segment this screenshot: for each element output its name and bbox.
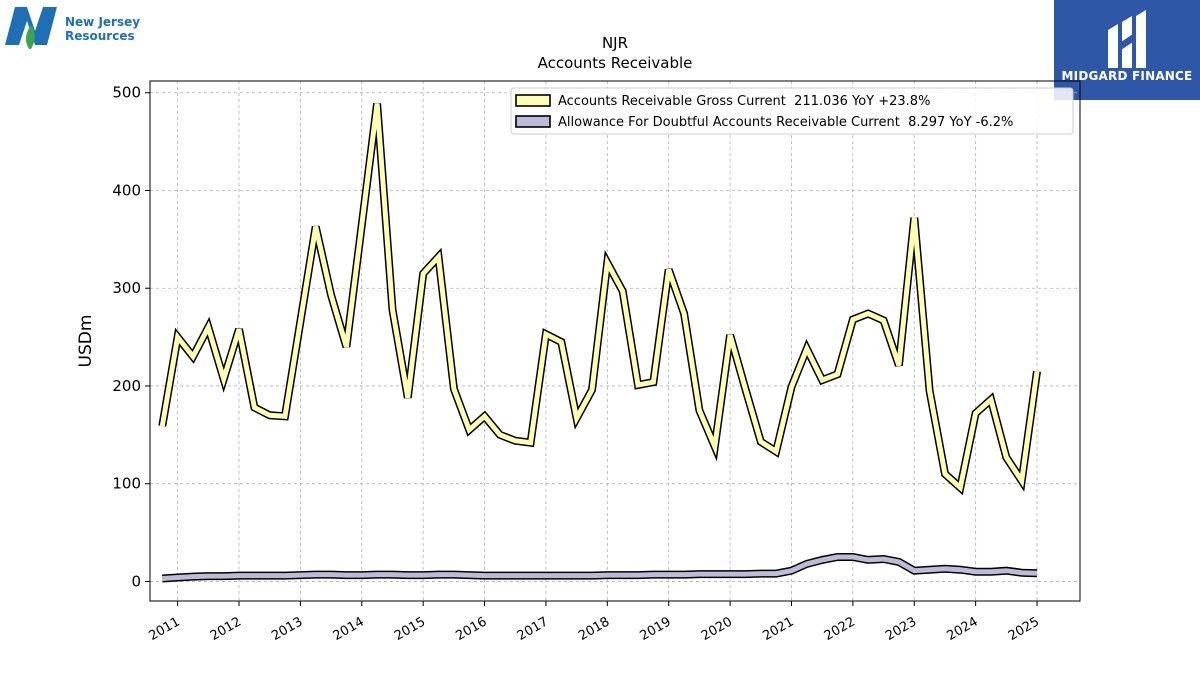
chart-subtitle: Accounts Receivable (538, 54, 693, 72)
y-tick-label: 0 (131, 572, 141, 590)
x-tick-label: 2011 (146, 614, 182, 644)
x-tick-label: 2017 (515, 614, 551, 644)
x-tick-label: 2018 (576, 614, 612, 644)
midgard-finance-logo: MIDGARD FINANCE (1054, 0, 1200, 100)
x-tick-label: 2024 (944, 614, 980, 644)
legend-swatch-gross (515, 94, 551, 107)
njr-logo-icon (5, 7, 57, 49)
y-tick-label: 300 (112, 279, 141, 297)
legend-box (510, 87, 1074, 135)
njr-logo: New Jersey Resources (5, 5, 145, 51)
y-tick-label: 400 (112, 181, 141, 199)
y-tick-label: 100 (112, 475, 141, 493)
y-tick-label: 500 (112, 84, 141, 102)
legend: Accounts Receivable Gross Current 211.03… (510, 87, 1074, 135)
x-tick-label: 2013 (269, 614, 305, 644)
midgard-logo-text: MIDGARD FINANCE (1061, 69, 1193, 83)
x-tick-label: 2021 (760, 614, 796, 644)
series-line-gross (159, 103, 1040, 493)
x-tick-label: 2022 (822, 614, 858, 644)
y-tick-label: 200 (112, 377, 141, 395)
series-line-allowance (162, 554, 1038, 581)
legend-swatch-allowance (515, 115, 551, 128)
x-tick-label: 2016 (453, 614, 489, 644)
legend-label-allowance: Allowance For Doubtful Accounts Receivab… (558, 115, 1013, 130)
njr-logo-line2: Resources (65, 29, 135, 43)
grid (150, 81, 1080, 601)
x-tick-label: 2025 (1006, 614, 1042, 644)
x-tick-label: 2020 (699, 614, 735, 644)
njr-logo-line1: New Jersey (65, 15, 141, 29)
series-group (158, 102, 1041, 583)
njr-logo-text: New Jersey Resources (65, 15, 140, 43)
x-tick-label: 2015 (392, 614, 428, 644)
x-tick-label: 2012 (208, 614, 244, 644)
y-axis-label: USDm (76, 315, 96, 368)
midgard-logo-icon (1108, 10, 1146, 68)
plot-frame (149, 80, 1081, 602)
legend-label-gross: Accounts Receivable Gross Current 211.03… (558, 94, 930, 109)
x-tick-label: 2019 (638, 614, 674, 644)
x-tick-label: 2014 (331, 614, 367, 644)
x-tick-label: 2023 (883, 614, 919, 644)
chart-title: NJR (602, 34, 628, 52)
